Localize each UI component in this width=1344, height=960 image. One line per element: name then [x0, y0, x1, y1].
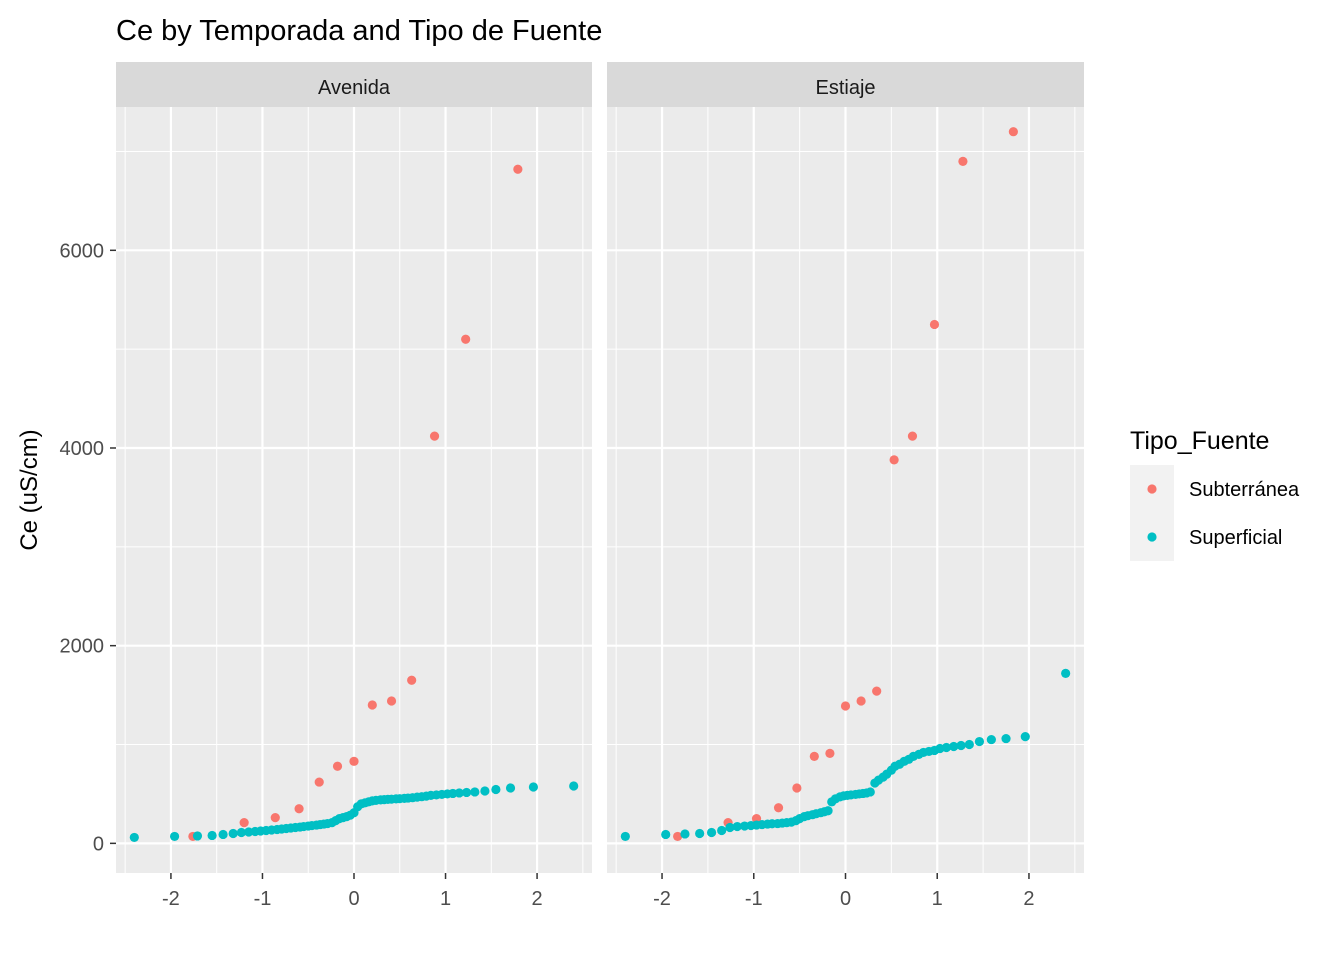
- y-axis-label: Ce (uS/cm): [16, 429, 43, 550]
- data-point: [929, 319, 940, 330]
- data-point: [461, 334, 471, 344]
- data-point: [454, 788, 464, 798]
- x-tick-label: 1: [932, 888, 943, 910]
- x-tick-label: -1: [745, 888, 763, 910]
- facet-strip: [607, 62, 1084, 107]
- data-point: [706, 827, 717, 838]
- data-point: [192, 831, 203, 841]
- data-point: [1061, 668, 1071, 678]
- y-tick-label: 6000: [60, 240, 105, 262]
- data-point: [129, 832, 139, 843]
- data-point: [367, 700, 377, 710]
- data-point: [470, 787, 480, 797]
- data-point: [840, 701, 851, 711]
- data-point: [169, 831, 180, 842]
- facet-panel-avenida: Avenida -2 -1 0 1 2 0 2000 4000 6000: [60, 62, 592, 910]
- x-tick-label: 2: [532, 888, 543, 910]
- data-point: [1008, 127, 1018, 137]
- data-point: [986, 734, 996, 745]
- data-point: [964, 739, 974, 750]
- data-point: [505, 783, 516, 793]
- facet-strip-label: Estiaje: [815, 77, 875, 99]
- x-tick-label: 0: [348, 888, 359, 910]
- x-tick-label: 1: [440, 888, 451, 910]
- data-point: [974, 736, 985, 747]
- data-point: [717, 825, 727, 836]
- data-point: [941, 742, 952, 753]
- data-point: [386, 696, 397, 706]
- data-point: [823, 806, 833, 816]
- y-tick-label: 0: [93, 833, 104, 855]
- data-point: [732, 821, 742, 832]
- chart-title: Ce by Temporada and Tipo de Fuente: [116, 15, 602, 47]
- legend-title: Tipo_Fuente: [1130, 427, 1269, 455]
- data-point: [207, 830, 217, 841]
- data-point: [569, 781, 579, 791]
- data-point: [661, 829, 671, 840]
- facet-panels: Avenida -2 -1 0 1 2 0 2000 4000 6000 Estiaje -2 -1 0 1…: [60, 62, 1084, 910]
- data-point: [889, 455, 899, 465]
- y-tick-label: 2000: [60, 636, 105, 658]
- data-point: [865, 787, 875, 797]
- facet-strip-label: Avenida: [318, 77, 391, 99]
- data-point: [751, 814, 762, 824]
- facet-panel-estiaje: Estiaje -2 -1 0 1 2: [607, 62, 1084, 910]
- legend: Tipo_Fuente Subterránea Superficial: [1130, 427, 1300, 561]
- x-tick-label: 2: [1023, 888, 1034, 910]
- data-point: [872, 686, 882, 696]
- data-point: [1020, 732, 1030, 742]
- data-point: [949, 741, 959, 752]
- data-point: [773, 803, 784, 813]
- data-point: [349, 756, 359, 766]
- data-point: [673, 831, 683, 842]
- data-point: [407, 675, 417, 685]
- data-point: [792, 783, 802, 793]
- y-tick-label: 4000: [60, 438, 105, 460]
- data-point: [528, 782, 539, 792]
- x-tick-label: -2: [162, 888, 180, 910]
- data-point: [218, 829, 228, 840]
- legend-key-point: [1147, 532, 1157, 542]
- data-point: [958, 156, 968, 166]
- data-point: [809, 751, 819, 761]
- data-point: [491, 784, 501, 795]
- series-subterránea: [673, 127, 1018, 842]
- data-point: [825, 748, 835, 759]
- data-point: [695, 828, 705, 839]
- data-point: [907, 431, 918, 441]
- data-point: [680, 829, 690, 839]
- legend-key-point: [1147, 484, 1157, 494]
- legend-entry-label: Subterránea: [1189, 479, 1300, 501]
- facet-strip: [116, 62, 592, 107]
- x-tick-label: -2: [653, 888, 671, 910]
- data-point: [956, 740, 966, 751]
- data-point: [461, 787, 472, 798]
- series-subterránea: [188, 164, 523, 842]
- data-point: [1001, 733, 1011, 744]
- x-tick-label: -1: [254, 888, 272, 910]
- data-point: [429, 431, 440, 441]
- data-point: [725, 822, 735, 833]
- data-point: [239, 817, 249, 828]
- data-point: [270, 813, 280, 823]
- series-superficial: [129, 781, 579, 843]
- data-point: [856, 696, 866, 706]
- legend-entry-label: Superficial: [1189, 527, 1282, 549]
- data-point: [620, 831, 630, 842]
- data-point: [228, 828, 238, 839]
- data-point: [480, 786, 490, 796]
- x-tick-label: 0: [840, 888, 851, 910]
- data-point: [314, 777, 324, 787]
- data-point: [294, 804, 304, 814]
- data-point: [236, 827, 247, 838]
- series-superficial: [620, 668, 1071, 842]
- data-point: [513, 164, 523, 174]
- data-point: [332, 761, 343, 771]
